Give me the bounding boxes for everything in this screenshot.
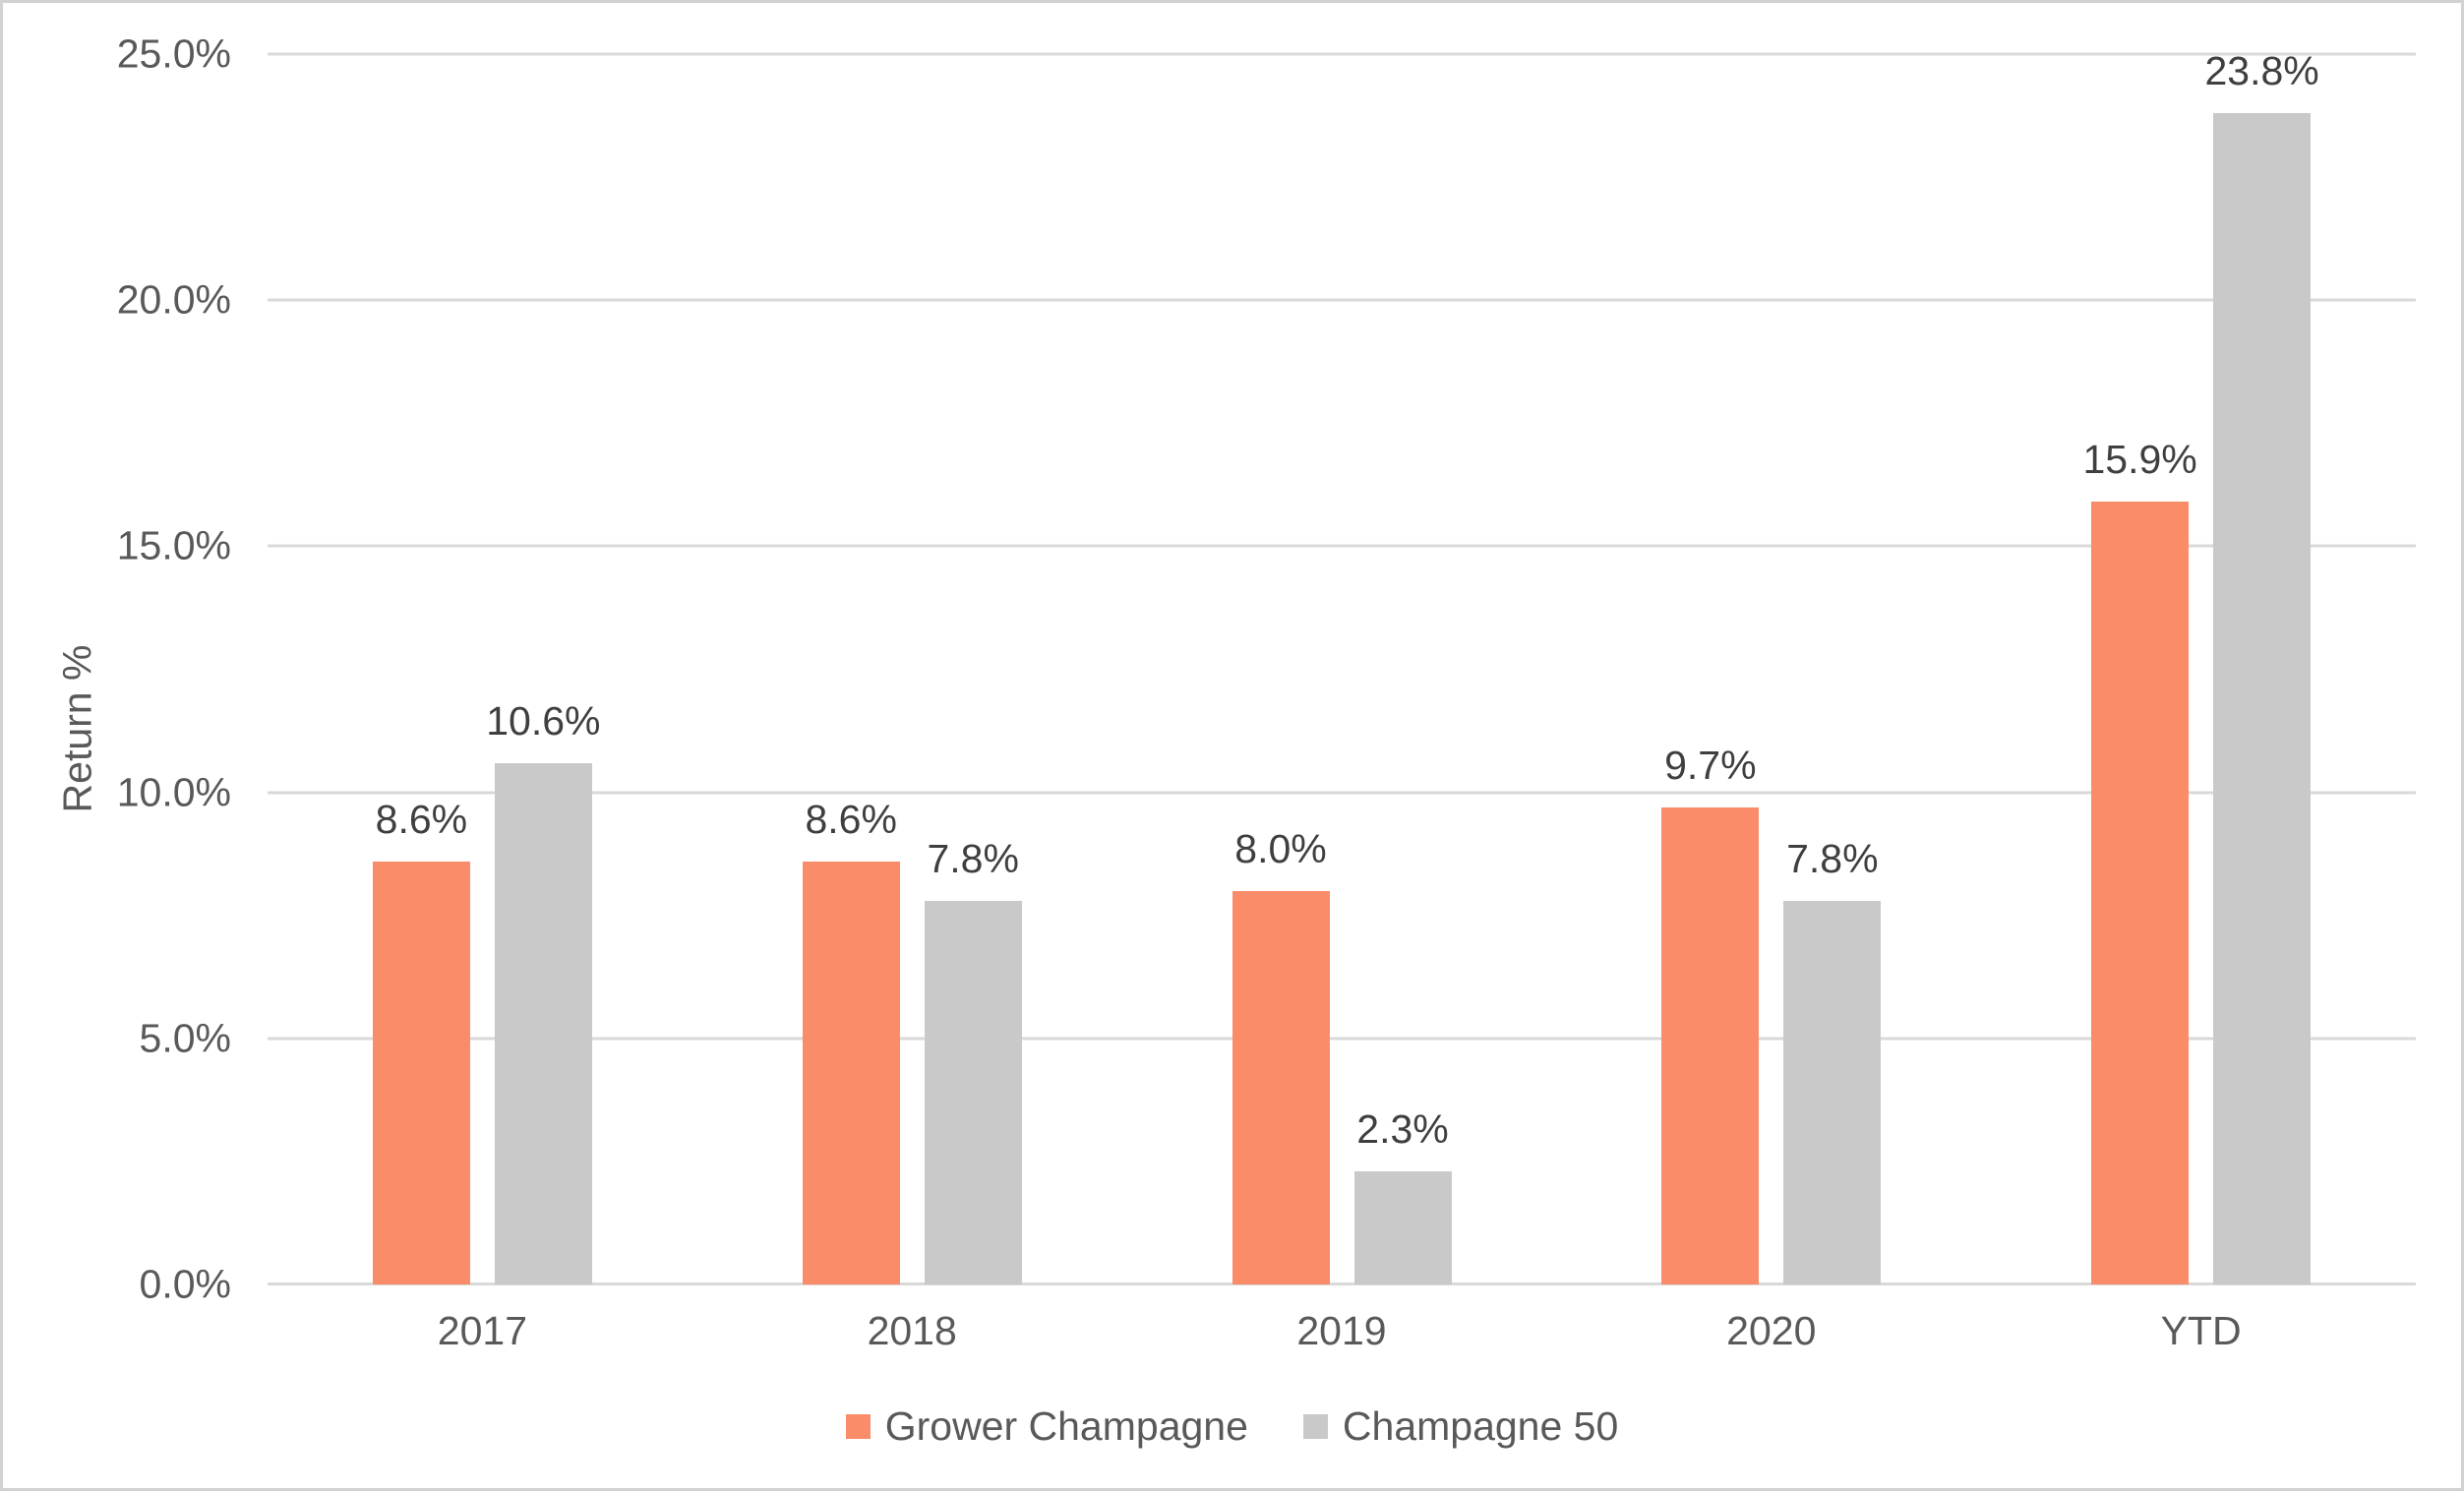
legend-item-grower-champagne: Grower Champagne <box>845 1403 1248 1450</box>
bar-grower-champagne-2020 <box>1661 806 1760 1284</box>
legend-item-champagne-50: Champagne 50 <box>1302 1403 1619 1450</box>
gridline-15.0% <box>268 544 2416 548</box>
gridline-5.0% <box>268 1037 2416 1041</box>
data-label-champagne-50-ytd: 23.8% <box>2204 48 2319 94</box>
bar-grower-champagne-2019 <box>1232 890 1330 1284</box>
data-label-champagne-50-2020: 7.8% <box>1786 835 1879 881</box>
y-tick-label: 20.0% <box>116 276 231 323</box>
x-category-label-2019: 2019 <box>1296 1308 1387 1353</box>
y-axis-tick-labels: 0.0% 5.0% 10.0% 15.0% 20.0% 25.0% <box>3 31 231 1307</box>
y-tick-label: 5.0% <box>139 1015 231 1061</box>
y-tick-label: 0.0% <box>139 1261 231 1307</box>
bar-champagne-50-ytd <box>2213 113 2312 1284</box>
data-label-champagne-50-2017: 10.6% <box>486 697 601 744</box>
x-axis-category-labels: 2017 2018 2019 2020 YTD <box>268 1308 2416 1368</box>
x-category-label-ytd: YTD <box>2160 1308 2242 1353</box>
bar-champagne-50-2017 <box>494 762 592 1284</box>
bar-grower-champagne-2018 <box>802 861 900 1284</box>
data-label-grower-champagne-2018: 8.6% <box>805 796 897 842</box>
legend-label: Grower Champagne <box>884 1403 1248 1449</box>
plot-area: 8.6% 10.6% 8.6% 7.8% 8.0% 2.3% 9.7% 7.8% 15.9% 23… <box>268 48 2416 1285</box>
legend-swatch-champagne-50-icon <box>1302 1414 1328 1439</box>
data-label-grower-champagne-2019: 8.0% <box>1234 825 1327 871</box>
data-label-grower-champagne-ytd: 15.9% <box>2082 437 2197 483</box>
x-axis-line <box>268 1282 2416 1285</box>
legend-label: Champagne 50 <box>1342 1403 1619 1449</box>
y-tick-label: 15.0% <box>116 522 231 568</box>
legend-swatch-grower-champagne-icon <box>845 1414 871 1439</box>
x-category-label-2017: 2017 <box>437 1308 527 1353</box>
gridline-20.0% <box>268 298 2416 302</box>
bar-grower-champagne-ytd <box>2091 502 2190 1284</box>
y-tick-label: 25.0% <box>116 30 231 77</box>
y-tick-label: 10.0% <box>116 769 231 815</box>
data-label-champagne-50-2019: 2.3% <box>1356 1105 1449 1152</box>
bar-champagne-50-2018 <box>924 900 1022 1284</box>
gridline-10.0% <box>268 791 2416 795</box>
bar-champagne-50-2019 <box>1353 1170 1452 1284</box>
x-category-label-2018: 2018 <box>867 1308 957 1353</box>
data-label-grower-champagne-2020: 9.7% <box>1664 742 1757 788</box>
gridline-25.0% <box>268 52 2416 56</box>
bar-grower-champagne-2017 <box>372 861 470 1284</box>
chart-legend: Grower Champagne Champagne 50 <box>3 1403 2461 1450</box>
x-category-label-2020: 2020 <box>1726 1308 1817 1353</box>
bar-champagne-50-2020 <box>1783 900 1882 1284</box>
data-label-champagne-50-2018: 7.8% <box>927 835 1019 881</box>
data-label-grower-champagne-2017: 8.6% <box>375 796 468 842</box>
